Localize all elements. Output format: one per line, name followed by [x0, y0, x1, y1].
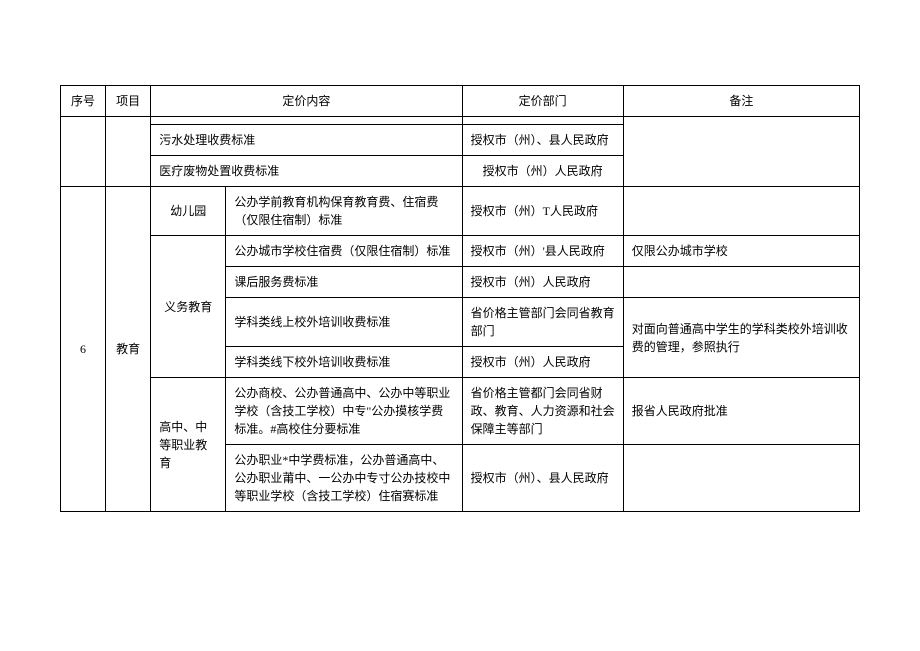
cell-dept: 授权市（州）、县人民政府 [462, 125, 623, 156]
header-content: 定价内容 [151, 86, 462, 117]
cell-dept: 省价格主管部门会同省教育部门 [462, 298, 623, 347]
cell-note: 报省人民政府批准 [623, 378, 859, 445]
cell-dept: 省价格主管都门会同省财政、教育、人力资源和社会保障主等部门 [462, 378, 623, 445]
header-row: 序号 项目 定价内容 定价部门 备注 [61, 86, 860, 117]
cell-dept: 授权市（州）人民政府 [462, 156, 623, 187]
cell-dept: 授权市（州）T人民政府 [462, 187, 623, 236]
cell-content: 公办职业*中学费标准，公办普通高中、公办职业莆中、一公办中专寸公办技校中等职业学… [226, 445, 462, 512]
cell-dept: 授权市（州）人民政府 [462, 267, 623, 298]
header-proj: 项目 [106, 86, 151, 117]
cell-sub: 幼儿园 [151, 187, 226, 236]
cell-content: 学科类线上校外培训收费标准 [226, 298, 462, 347]
cell-sub: 高中、中等职业教育 [151, 378, 226, 512]
cell-sub: 义务教育 [151, 236, 226, 378]
cell-content: 公办城市学校住宿费（仅限住宿制）标准 [226, 236, 462, 267]
cell-content: 学科类线下校外培训收费标准 [226, 347, 462, 378]
cell-note [623, 267, 859, 298]
cell-content: 课后服务费标准 [226, 267, 462, 298]
cell-content: 公办学前教育机构保育教育费、住宿费（仅限住宿制）标准 [226, 187, 462, 236]
spacer-row [61, 117, 860, 125]
table-row: 义务教育 公办城市学校住宿费（仅限住宿制）标准 授权市（州）'县人民政府 仅限公… [61, 236, 860, 267]
cell-note: 对面向普通高中学生的学科类校外培训收费的管理，参照执行 [623, 298, 859, 378]
cell-note [623, 187, 859, 236]
cell-dept: 授权市（州）人民政府 [462, 347, 623, 378]
header-dept: 定价部门 [462, 86, 623, 117]
pricing-table: 序号 项目 定价内容 定价部门 备注 污水处理收费标准 授权市（州）、县人民政府… [60, 85, 860, 512]
cell-content: 污水处理收费标准 [151, 125, 462, 156]
table-row: 6 教育 幼儿园 公办学前教育机构保育教育费、住宿费（仅限住宿制）标准 授权市（… [61, 187, 860, 236]
header-note: 备注 [623, 86, 859, 117]
table-row: 高中、中等职业教育 公办商校、公办普通高中、公办中等职业学校（含技工学校）中专"… [61, 378, 860, 445]
cell-content: 公办商校、公办普通高中、公办中等职业学校（含技工学校）中专"公办摸核学费标准。#… [226, 378, 462, 445]
cell-proj: 教育 [106, 187, 151, 512]
cell-dept: 授权市（州）、县人民政府 [462, 445, 623, 512]
cell-dept: 授权市（州）'县人民政府 [462, 236, 623, 267]
cell-seq: 6 [61, 187, 106, 512]
cell-note [623, 445, 859, 512]
cell-note: 仅限公办城市学校 [623, 236, 859, 267]
header-seq: 序号 [61, 86, 106, 117]
cell-content: 医疗废物处置收费标准 [151, 156, 462, 187]
